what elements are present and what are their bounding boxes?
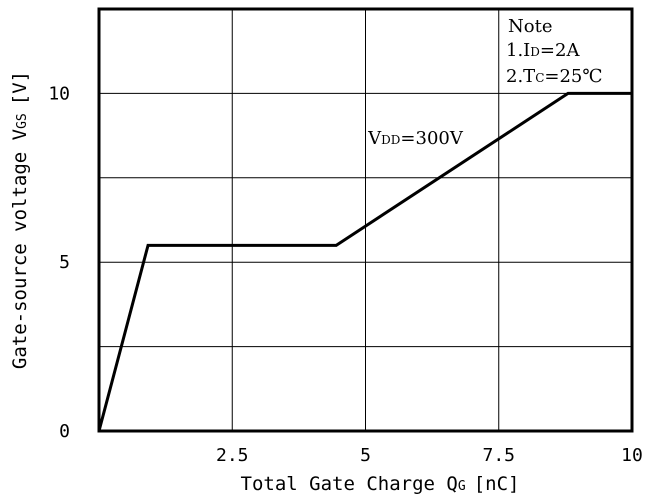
y-tick-labels: 0 5 10 [48, 83, 70, 442]
y-tick-label: 0 [59, 421, 70, 442]
note-line-1: 1.ID=2A [506, 40, 580, 61]
plot-frame [97, 7, 634, 433]
series-group [97, 91, 632, 432]
x-tick-label: 2.5 [216, 445, 249, 466]
series-line-0 [97, 91, 632, 432]
x-tick-labels: 2.5 5 7.5 10 [216, 445, 643, 466]
x-tick-label: 5 [360, 445, 371, 466]
note-box: Note 1.ID=2A 2.TC=25℃ [506, 16, 603, 87]
grid-lines [99, 9, 632, 431]
vdd-annotation: VDD=300V [367, 128, 464, 149]
x-tick-label: 10 [621, 445, 643, 466]
x-axis-title: Total Gate Charge QG [nC] [241, 473, 520, 495]
y-axis-title: Gate-source voltage VGS[V] [9, 71, 31, 369]
note-title: Note [508, 16, 552, 37]
note-line-2: 2.TC=25℃ [506, 66, 603, 87]
x-tick-label: 7.5 [482, 445, 515, 466]
y-tick-label: 10 [48, 83, 70, 104]
y-tick-label: 5 [59, 252, 70, 273]
